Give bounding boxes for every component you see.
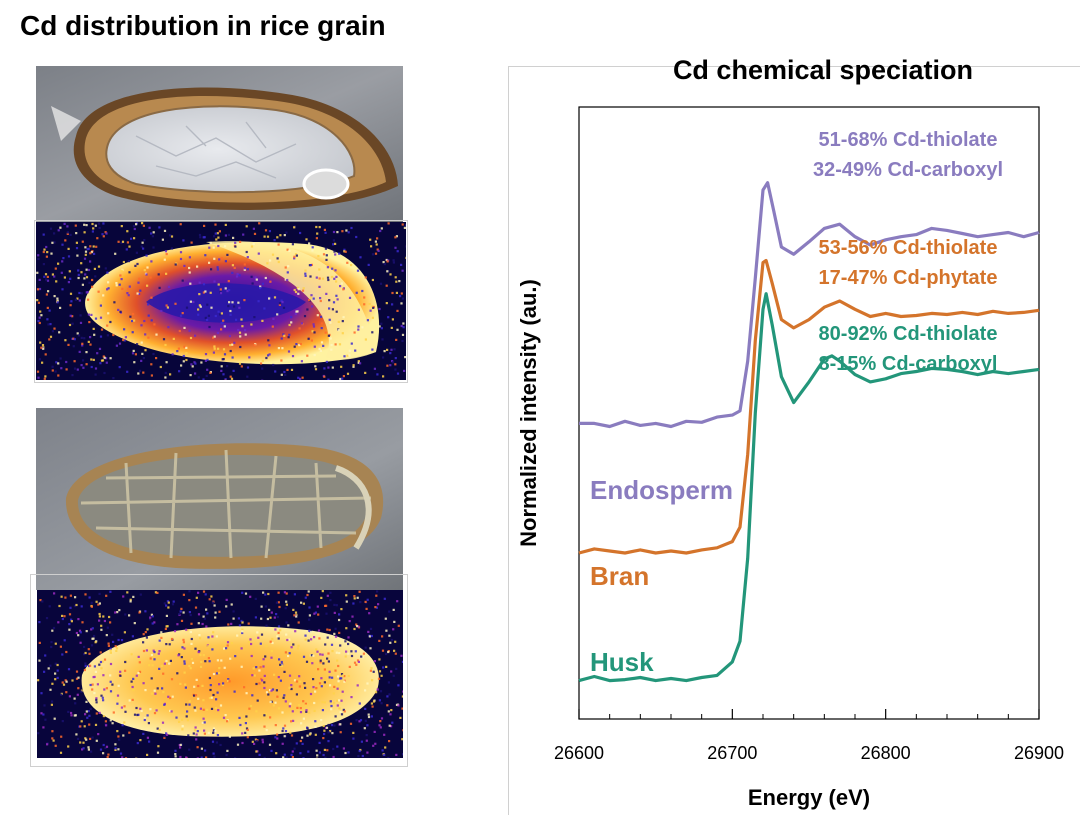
chart-title: Cd chemical speciation xyxy=(673,55,973,85)
series-label-husk: Husk xyxy=(590,647,654,677)
series-line-bran xyxy=(579,261,1039,554)
series-line-endosperm xyxy=(579,183,1039,427)
x-tick-label: 26600 xyxy=(554,743,604,763)
series-label-bran: Bran xyxy=(590,561,649,591)
annotation-bran-2: 17-47% Cd-phytate xyxy=(819,267,998,289)
x-tick-label: 26900 xyxy=(1014,743,1064,763)
annotation-bran-1: 53-56% Cd-thiolate xyxy=(819,237,998,259)
annotation-endosperm-2: 32-49% Cd-carboxyl xyxy=(813,159,1003,181)
annotation-husk-2: 8-15% Cd-carboxyl xyxy=(819,353,998,375)
annotation-endosperm-1: 51-68% Cd-thiolate xyxy=(819,129,998,151)
x-tick-label: 26700 xyxy=(707,743,757,763)
plot-area xyxy=(579,107,1039,719)
x-tick-label: 26800 xyxy=(861,743,911,763)
series-label-endosperm: Endosperm xyxy=(590,475,733,505)
x-axis-label: Energy (eV) xyxy=(748,785,870,810)
annotation-husk-1: 80-92% Cd-thiolate xyxy=(819,323,998,345)
y-axis-label: Normalized intensity (au.) xyxy=(516,279,541,547)
